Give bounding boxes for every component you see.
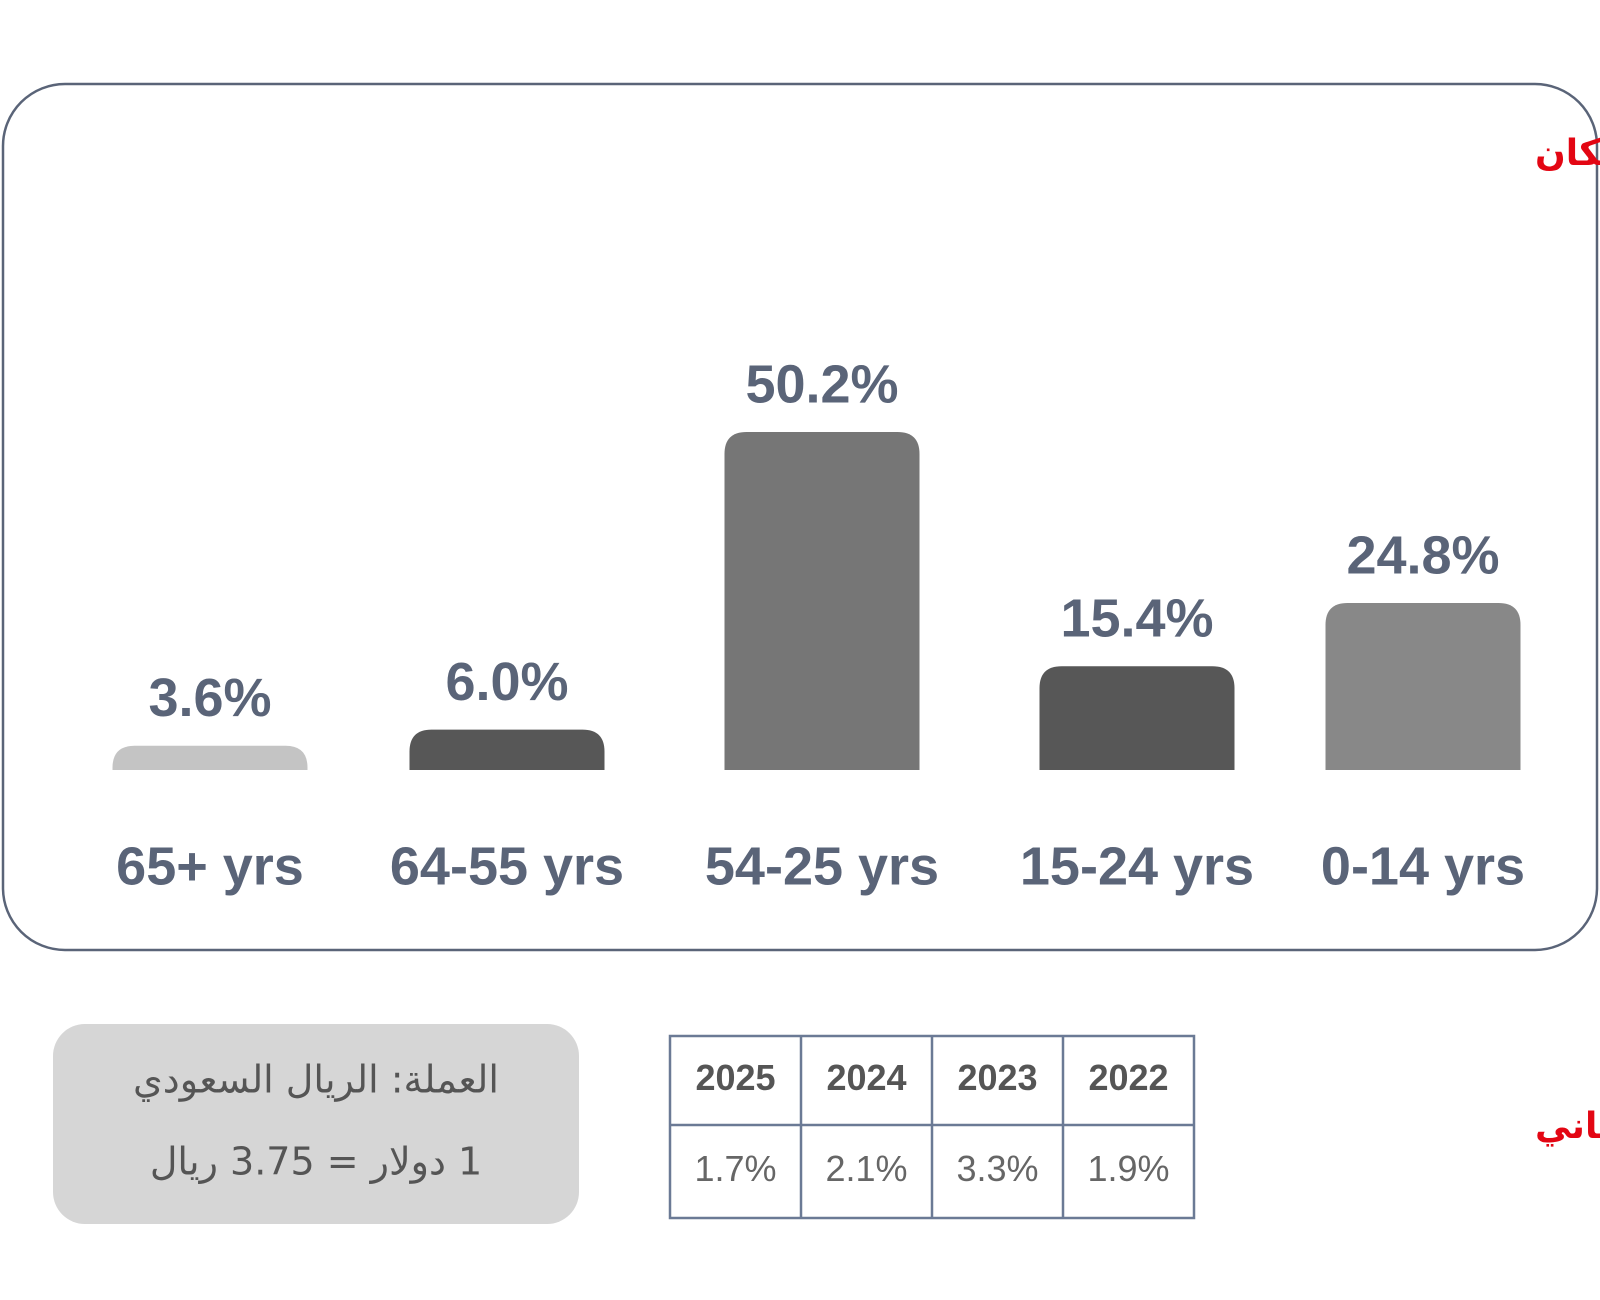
chart-title: تقسيم السكان: [1535, 133, 1600, 174]
bar: [1039, 666, 1235, 770]
x-tick-label: 54-25 yrs: [705, 836, 939, 896]
value-label: 50.2%: [745, 354, 898, 414]
table-cell: 2.1%: [825, 1148, 907, 1189]
value-label: 6.0%: [445, 652, 568, 712]
x-tick-label: 0-14 yrs: [1321, 836, 1525, 896]
note-line: العملة: الريال السعودي: [133, 1058, 499, 1103]
table-header: 2025: [695, 1057, 775, 1098]
bar: [1325, 603, 1521, 770]
value-label: 3.6%: [148, 668, 271, 728]
table-cell: 1.9%: [1087, 1148, 1169, 1189]
value-label: 24.8%: [1346, 525, 1499, 585]
bar: [409, 729, 605, 770]
bar: [112, 745, 308, 770]
table-header: 2024: [826, 1057, 906, 1098]
table-header: 2022: [1088, 1057, 1168, 1098]
note-line: 1 دولار = 3.75 ريال: [150, 1140, 482, 1185]
x-tick-label: 65+ yrs: [116, 836, 304, 896]
table-cell: 3.3%: [956, 1148, 1038, 1189]
table-cell: 1.7%: [694, 1148, 776, 1189]
x-tick-label: 64-55 yrs: [390, 836, 624, 896]
growth-table: 2022 2023 2024 2025 1.9% 3.3% 2.1% 1.7%: [668, 1034, 1196, 1220]
note-box: [53, 1024, 579, 1224]
table-header: 2023: [957, 1057, 1037, 1098]
growth-title: النمو السكاني: [1535, 1106, 1600, 1147]
value-label: 15.4%: [1060, 589, 1213, 649]
bar: [724, 432, 920, 770]
x-tick-label: 15-24 yrs: [1020, 836, 1254, 896]
